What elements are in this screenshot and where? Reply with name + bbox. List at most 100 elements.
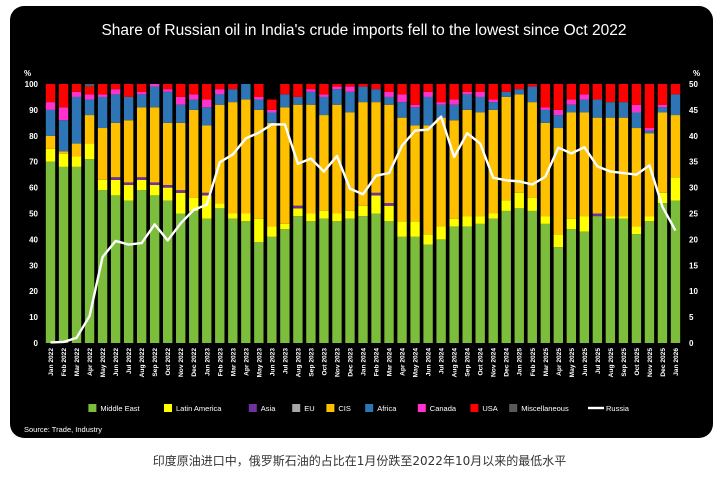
x-tick-label: Dec 2024 xyxy=(504,348,511,377)
x-tick-label: May 2025 xyxy=(569,348,576,378)
bar-segment xyxy=(149,84,160,87)
bar-segment xyxy=(58,153,69,167)
bar-segment xyxy=(267,109,277,113)
bar-segment xyxy=(97,94,108,97)
bar-segment xyxy=(566,218,577,230)
x-axis: Jan 2022 Feb 2022 Mar 2022 Apr 2022 May 2022… xyxy=(48,348,680,378)
bar-segment xyxy=(345,218,355,343)
bar-segment xyxy=(579,231,590,343)
bar-segment xyxy=(449,99,459,105)
bar-segment xyxy=(397,221,407,237)
y-left-tick-label: 100 xyxy=(25,80,39,89)
bar-segment xyxy=(254,99,264,110)
bar-segment xyxy=(462,84,472,92)
bar-segment xyxy=(332,89,342,105)
bar-segment xyxy=(280,223,290,230)
x-tick-label: Feb 2023 xyxy=(217,348,224,377)
bar-segment xyxy=(189,197,199,211)
legend-label: USA xyxy=(482,404,497,413)
figure-caption: 印度原油进口中，俄罗斯石油的占比在1月份跌至2022年10月以来的最低水平 xyxy=(152,454,567,468)
bar-segment xyxy=(215,104,225,204)
bar-segment xyxy=(566,99,577,105)
bar-segment xyxy=(644,130,655,134)
bar-segment xyxy=(280,94,290,108)
bar-segment xyxy=(423,91,433,97)
bar-segment xyxy=(123,96,134,121)
bar-segment xyxy=(384,104,394,204)
bar-segment xyxy=(176,213,186,343)
y-right-tick-label: 5 xyxy=(689,313,694,322)
legend-swatch xyxy=(509,404,518,412)
legend-swatch xyxy=(88,404,97,412)
y-left-tick-label: 60 xyxy=(29,184,38,193)
russia-line xyxy=(50,115,677,344)
bar-segment xyxy=(527,84,537,87)
bar-segment xyxy=(553,84,563,110)
bar-segment xyxy=(45,102,56,110)
bar-segment xyxy=(215,84,225,90)
bar-segment xyxy=(176,192,186,214)
bar-segment xyxy=(501,210,511,343)
bar-segment xyxy=(449,120,459,219)
bar-segment xyxy=(488,84,498,100)
bar-segment xyxy=(215,89,225,95)
bar-segment xyxy=(202,84,212,100)
bar-segment xyxy=(163,187,173,201)
bar-segment xyxy=(254,218,264,242)
bar-segment xyxy=(488,99,498,103)
bar-segment xyxy=(657,107,668,113)
y-left-tick-label: 70 xyxy=(29,158,38,167)
bar-segment xyxy=(345,91,355,113)
bar-segment xyxy=(241,84,251,100)
y-left-tick-label: 40 xyxy=(29,235,38,244)
bar-segment xyxy=(384,221,394,343)
bar-segment xyxy=(553,128,563,235)
bar-segment xyxy=(501,91,511,97)
bar-segment xyxy=(176,122,186,191)
bar-segment xyxy=(657,112,668,193)
bar-segment xyxy=(149,182,160,186)
bar-segment xyxy=(267,236,277,343)
bar-segment xyxy=(254,96,264,100)
bar-segment xyxy=(397,236,407,343)
bar-segment xyxy=(280,84,290,95)
bar-segment xyxy=(189,109,199,198)
bar-segment xyxy=(605,117,616,217)
bar-segment xyxy=(514,84,524,90)
bar-segment xyxy=(110,84,121,90)
bar-segment xyxy=(254,109,264,219)
bar-segment xyxy=(436,117,446,227)
stacked-bar-chart: Share of Russian oil in India's crude im… xyxy=(24,22,700,434)
bar-segment xyxy=(436,102,446,105)
bar-segment xyxy=(449,218,459,227)
bar-segment xyxy=(592,213,603,217)
bar-segment xyxy=(319,210,329,219)
x-tick-label: Mar 2023 xyxy=(230,348,237,377)
bar-segment xyxy=(332,84,342,87)
x-tick-label: Mar 2025 xyxy=(543,348,550,377)
bar-segment xyxy=(462,226,472,343)
bar-segment xyxy=(136,179,147,191)
bar-segment xyxy=(358,205,368,217)
bar-segment xyxy=(358,84,368,87)
bar-segment xyxy=(579,216,590,232)
bar-segment xyxy=(110,89,121,95)
bar-segment xyxy=(631,84,642,105)
bar-segment xyxy=(488,102,498,110)
bar-segment xyxy=(71,156,82,167)
bar-segment xyxy=(345,210,355,219)
bar-segment xyxy=(319,218,329,343)
bar-segment xyxy=(71,96,82,144)
bar-segment xyxy=(397,94,407,103)
y-right-tick-label: 25 xyxy=(689,210,698,219)
bar-segment xyxy=(267,99,277,110)
bar-segment xyxy=(371,213,381,343)
bar-segment xyxy=(71,84,82,92)
bar-segment xyxy=(423,244,433,343)
bar-segment xyxy=(618,84,629,103)
bar-series-group xyxy=(45,84,681,343)
bar-segment xyxy=(163,185,173,188)
x-tick-label: Jun 2024 xyxy=(426,348,433,377)
bar-segment xyxy=(71,91,82,97)
bar-segment xyxy=(202,125,212,193)
